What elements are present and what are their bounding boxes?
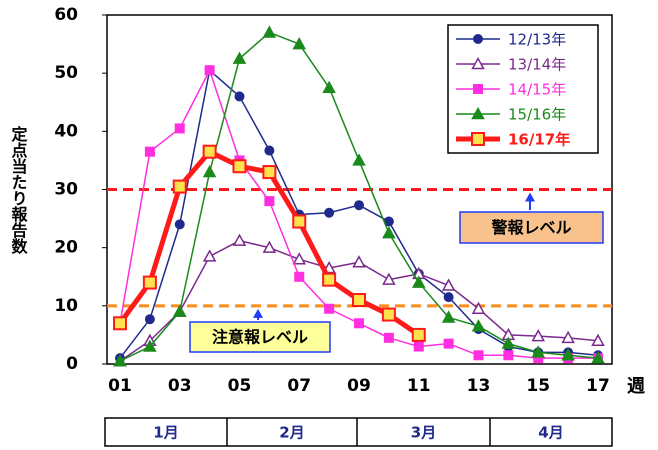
point [352, 153, 366, 166]
point [443, 292, 454, 303]
legend-label: 13/14年 [508, 56, 566, 74]
arrow-head [253, 308, 263, 318]
point [262, 25, 277, 38]
point [591, 333, 605, 346]
legend-marker [473, 84, 483, 94]
point [262, 165, 277, 180]
point [354, 318, 364, 329]
legend-label: 16/17年 [508, 131, 570, 149]
annotation-box [189, 321, 331, 353]
legend-label: 14/15年 [508, 81, 566, 99]
x-axis-label: 週 [627, 376, 645, 397]
y-tick-label: 20 [54, 238, 78, 258]
month-label: 2月 [279, 424, 304, 442]
point [413, 341, 424, 352]
month-label: 1月 [153, 424, 178, 442]
point [561, 330, 575, 344]
point [142, 275, 157, 290]
x-tick-label: 13 [467, 376, 491, 396]
arrow-head [525, 192, 535, 202]
legend-marker [471, 106, 485, 120]
point [381, 307, 396, 322]
x-tick-label: 17 [586, 376, 610, 396]
x-tick-label: 07 [287, 376, 311, 396]
point [202, 164, 217, 178]
point [471, 301, 486, 314]
point [411, 275, 426, 288]
point [292, 252, 307, 265]
x-tick-label: 01 [108, 376, 132, 396]
point [262, 240, 277, 253]
x-tick-label: 11 [407, 376, 431, 396]
legend-marker [471, 132, 485, 146]
point [143, 339, 157, 352]
point [383, 332, 394, 343]
month-row [104, 417, 613, 447]
point [382, 226, 396, 239]
point [324, 303, 335, 314]
point [172, 304, 187, 317]
x-tick-label: 05 [228, 376, 252, 396]
y-tick-label: 10 [54, 296, 78, 316]
point [234, 91, 245, 102]
y-axis-label: 定点当たり報告数 [9, 125, 29, 255]
legend-marker [471, 56, 485, 70]
point [561, 348, 575, 361]
x-tick-label: 15 [526, 376, 550, 396]
point [174, 219, 185, 230]
point [264, 196, 275, 207]
point [324, 207, 335, 218]
point [473, 350, 484, 361]
point [113, 316, 127, 331]
point [264, 145, 275, 156]
point [232, 51, 247, 64]
point [322, 272, 337, 287]
point [591, 351, 605, 364]
point [503, 350, 514, 361]
point [204, 65, 215, 76]
point [354, 200, 364, 211]
point [501, 336, 516, 349]
point [144, 146, 155, 157]
point [352, 293, 366, 308]
y-tick-label: 0 [66, 354, 78, 374]
annotation-label: 注意報レベル [212, 328, 308, 347]
point [531, 345, 546, 358]
point [411, 327, 426, 342]
annotation-box [459, 211, 604, 244]
month-label: 3月 [411, 424, 436, 442]
point [202, 249, 217, 262]
y-tick-label: 50 [54, 63, 78, 83]
point [292, 214, 307, 229]
point [441, 310, 456, 323]
point [531, 329, 546, 342]
legend-label: 15/16年 [508, 106, 566, 124]
point [174, 123, 185, 134]
month-label: 4月 [538, 424, 563, 442]
point [232, 159, 247, 174]
point [294, 271, 305, 282]
point [232, 233, 247, 246]
y-tick-label: 60 [54, 5, 78, 25]
point [382, 272, 396, 285]
x-tick-label: 03 [168, 376, 192, 396]
y-tick-label: 40 [54, 121, 78, 141]
point [113, 354, 127, 367]
point [292, 37, 307, 50]
legend-label: 12/13年 [508, 31, 566, 49]
point [441, 278, 456, 291]
legend-marker [473, 34, 483, 44]
point [443, 338, 454, 349]
point [352, 255, 366, 268]
point [172, 179, 187, 194]
point [471, 319, 486, 332]
point [202, 144, 217, 159]
y-tick-label: 30 [54, 180, 78, 200]
annotation-label: 警報レベル [490, 218, 571, 237]
point [144, 314, 155, 325]
point [322, 80, 336, 93]
x-tick-label: 09 [347, 376, 371, 396]
